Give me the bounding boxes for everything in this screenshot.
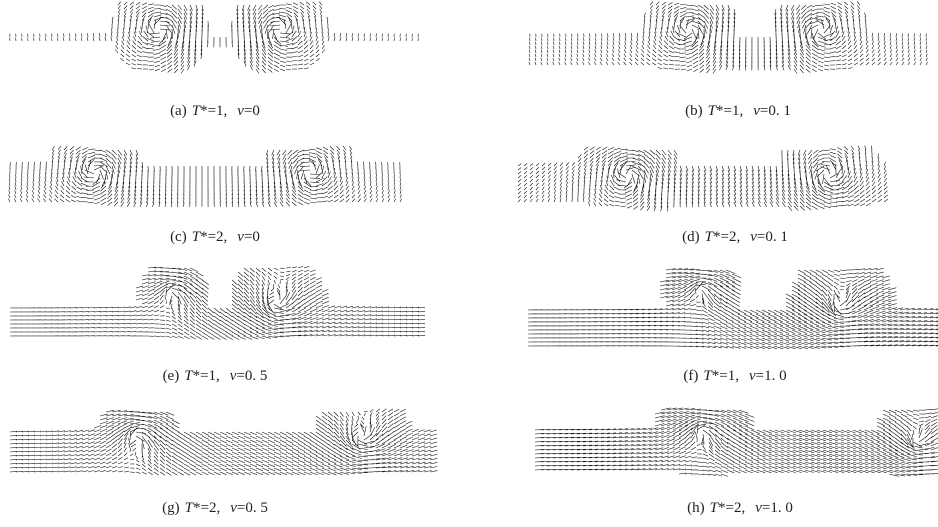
panel-caption: (e)T*=1,v=0. 5: [163, 368, 268, 384]
panel: [10, 266, 425, 339]
panel: [10, 409, 438, 476]
panel-caption: (c)T*=2,v=0: [170, 229, 260, 245]
panel-caption: (d)T*=2,v=0. 1: [682, 229, 788, 245]
panel: [518, 146, 888, 212]
caption-label: (h): [687, 500, 705, 516]
caption-label: (b): [685, 103, 703, 119]
vector-field: [10, 2, 419, 74]
caption-value: *=2,: [718, 500, 745, 516]
vector-field: [535, 408, 938, 477]
vector-field: [529, 2, 928, 74]
panel-caption: (g)T*=2,v=0. 5: [162, 500, 268, 516]
caption-value: =1. 0: [762, 500, 793, 516]
caption-value: =0. 1: [760, 103, 791, 119]
panel: [8, 146, 401, 207]
vector-field: [10, 266, 425, 339]
vector-field: [518, 146, 888, 212]
caption-value: *=2,: [193, 500, 220, 516]
vector-field: [528, 268, 938, 349]
panel: [529, 2, 928, 74]
caption-label: (a): [170, 103, 187, 119]
caption-value: *=2,: [713, 229, 740, 245]
panel: [10, 2, 419, 74]
caption-label: (c): [170, 229, 187, 245]
caption-value: =1. 0: [756, 368, 787, 384]
panel-caption: (a)T*=1,v=0: [170, 103, 260, 119]
panel: [528, 268, 938, 349]
vector-field: [10, 409, 438, 476]
caption-label: (d): [682, 229, 700, 245]
panel-caption: (b)T*=1,v=0. 1: [685, 103, 791, 119]
caption-value: *=2,: [200, 229, 227, 245]
caption-value: =0: [244, 229, 260, 245]
panel: [535, 408, 938, 477]
caption-value: *=1,: [712, 368, 739, 384]
caption-value: *=1,: [716, 103, 743, 119]
vector-field: [8, 146, 401, 207]
caption-value: =0. 5: [237, 500, 268, 516]
caption-value: *=1,: [200, 103, 227, 119]
caption-value: *=1,: [193, 368, 220, 384]
caption-value: =0. 5: [236, 368, 267, 384]
caption-value: =0: [244, 103, 260, 119]
figure: (a)T*=1,v=0 (b)T*=1,v=0. 1 (c)T*=2,v=0 (d)T…: [0, 0, 938, 527]
panel-caption: (h)T*=2,v=1. 0: [687, 500, 793, 516]
caption-label: (e): [163, 368, 180, 384]
caption-label: (f): [683, 368, 698, 384]
panel-caption: (f)T*=1,v=1. 0: [683, 368, 786, 384]
caption-value: =0. 1: [757, 229, 788, 245]
caption-label: (g): [162, 500, 180, 516]
